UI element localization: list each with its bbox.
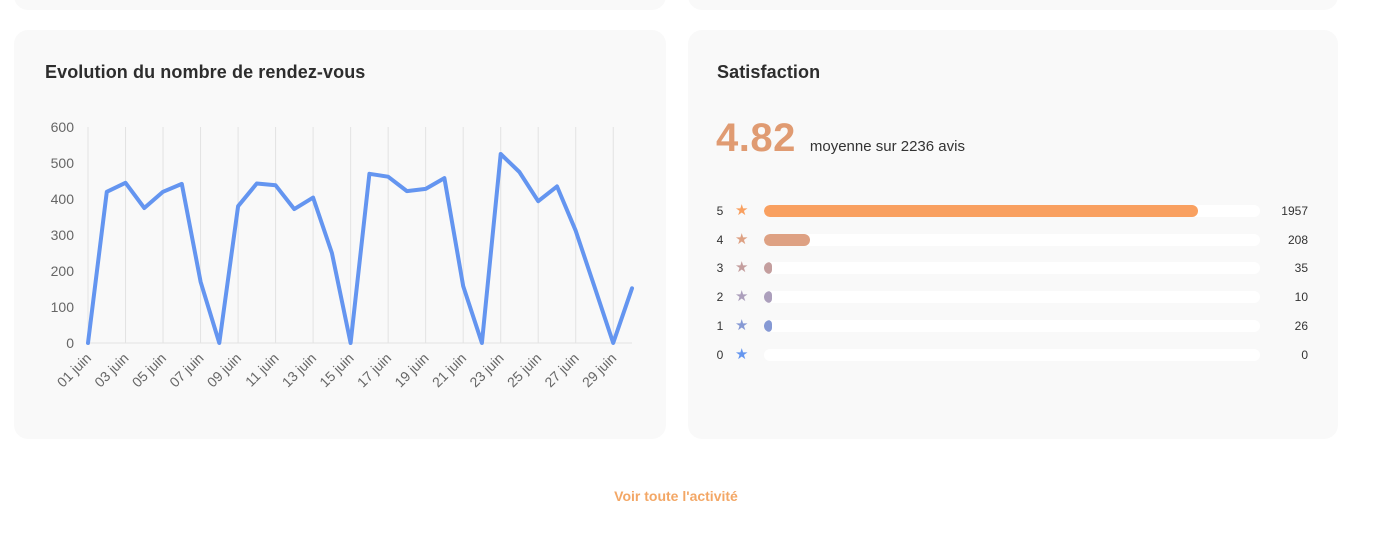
data-point — [517, 170, 521, 174]
data-point — [367, 172, 371, 176]
data-point — [311, 196, 315, 200]
rating-bar-track — [764, 320, 1260, 332]
rating-count: 35 — [1294, 261, 1308, 275]
rating-label: 5 — [716, 204, 724, 218]
satisfaction-title: Satisfaction — [717, 62, 821, 82]
data-point — [142, 206, 146, 210]
star-icon: ★ — [735, 288, 749, 305]
appointments-chart-card: Evolution du nombre de rendez-vous 0 100 2… — [14, 30, 666, 439]
data-point — [349, 341, 353, 345]
star-icon: ★ — [735, 231, 749, 248]
x-tick-label: 27 juin — [541, 350, 581, 390]
rating-bar-track — [764, 349, 1260, 361]
data-point — [86, 341, 90, 345]
rating-bar-fill — [764, 234, 811, 246]
y-tick-label: 500 — [51, 155, 75, 171]
x-tick-label: 17 juin — [354, 350, 394, 390]
data-point — [217, 341, 221, 345]
view-all-activity-link[interactable]: Voir toute l'activité — [614, 488, 738, 504]
data-point — [480, 341, 484, 345]
previous-card-left — [14, 0, 666, 10]
x-tick-label: 23 juin — [466, 350, 506, 390]
data-point — [592, 285, 596, 289]
data-point — [330, 251, 334, 255]
data-point — [255, 182, 259, 186]
satisfaction-card: Satisfaction 4.82 moyenne sur 2236 avis … — [688, 30, 1338, 439]
data-point — [105, 190, 109, 194]
x-tick-label: 11 juin — [242, 350, 282, 390]
star-icon: ★ — [735, 202, 749, 219]
chart-card-title: Evolution du nombre de rendez-vous — [45, 62, 366, 82]
rating-row-1: 1 ★ 26 — [688, 318, 1338, 334]
x-tick-label: 25 juin — [504, 350, 544, 390]
x-tick-label: 13 juin — [279, 350, 319, 390]
x-tick-label: 05 juin — [129, 350, 169, 390]
data-point — [555, 184, 559, 188]
x-tick-label: 15 juin — [316, 350, 356, 390]
data-point — [199, 280, 203, 284]
star-icon: ★ — [735, 346, 749, 363]
data-point — [161, 190, 165, 194]
rating-count: 208 — [1287, 233, 1308, 247]
star-icon: ★ — [735, 259, 749, 276]
rating-label: 2 — [716, 290, 724, 304]
data-point — [236, 204, 240, 208]
data-point — [274, 183, 278, 187]
data-point — [180, 182, 184, 186]
series-line — [86, 152, 634, 345]
data-point — [630, 286, 634, 290]
rating-bar-track — [764, 262, 1260, 274]
rating-count: 1957 — [1281, 204, 1308, 218]
rating-row-2: 2 ★ 10 — [688, 289, 1338, 305]
x-tick-label: 19 juin — [391, 350, 431, 390]
rating-count: 0 — [1301, 348, 1308, 362]
rating-row-3: 3 ★ 35 — [688, 260, 1338, 276]
star-icon: ★ — [735, 317, 749, 334]
x-tick-label: 07 juin — [166, 350, 206, 390]
data-point — [292, 207, 296, 211]
rating-row-0: 0 ★ 0 — [688, 347, 1338, 363]
rating-label: 1 — [716, 319, 724, 333]
y-tick-label: 200 — [51, 263, 75, 279]
rating-row-4: 4 ★ 208 — [688, 232, 1338, 248]
data-point — [536, 199, 540, 203]
data-point — [461, 284, 465, 288]
rating-row-5: 5 ★ 1957 — [688, 203, 1338, 219]
x-tick-label: 03 juin — [91, 350, 131, 390]
rating-bar-fill — [764, 320, 772, 332]
rating-bar-fill — [764, 205, 1198, 217]
rating-bar-track — [764, 291, 1260, 303]
data-point — [124, 181, 128, 185]
rating-bar-track — [764, 234, 1260, 246]
x-tick-label: 01 juin — [54, 350, 94, 390]
data-point — [442, 176, 446, 180]
data-point — [386, 175, 390, 179]
average-rating: 4.82 moyenne sur 2236 avis — [716, 116, 965, 161]
data-point — [405, 189, 409, 193]
data-point — [499, 152, 503, 156]
rating-bar-fill — [764, 262, 772, 274]
y-tick-label: 300 — [51, 227, 75, 243]
y-tick-label: 0 — [66, 335, 74, 351]
previous-card-right — [688, 0, 1338, 10]
data-point — [574, 229, 578, 233]
data-point — [611, 341, 615, 345]
rating-count: 26 — [1294, 319, 1308, 333]
rating-label: 0 — [716, 348, 724, 362]
rating-bar-track — [764, 205, 1260, 217]
rating-label: 4 — [716, 233, 724, 247]
average-value: 4.82 — [716, 116, 796, 160]
rating-count: 10 — [1294, 290, 1308, 304]
x-tick-label: 21 juin — [429, 350, 469, 390]
x-tick-label: 09 juin — [204, 350, 244, 390]
x-tick-label: 29 juin — [579, 350, 619, 390]
y-tick-label: 400 — [51, 191, 75, 207]
rating-label: 3 — [716, 261, 724, 275]
average-caption: moyenne sur 2236 avis — [809, 138, 965, 155]
y-tick-label: 600 — [51, 119, 75, 135]
y-tick-label: 100 — [51, 299, 75, 315]
rating-bar-fill — [764, 291, 772, 303]
data-point — [424, 187, 428, 191]
